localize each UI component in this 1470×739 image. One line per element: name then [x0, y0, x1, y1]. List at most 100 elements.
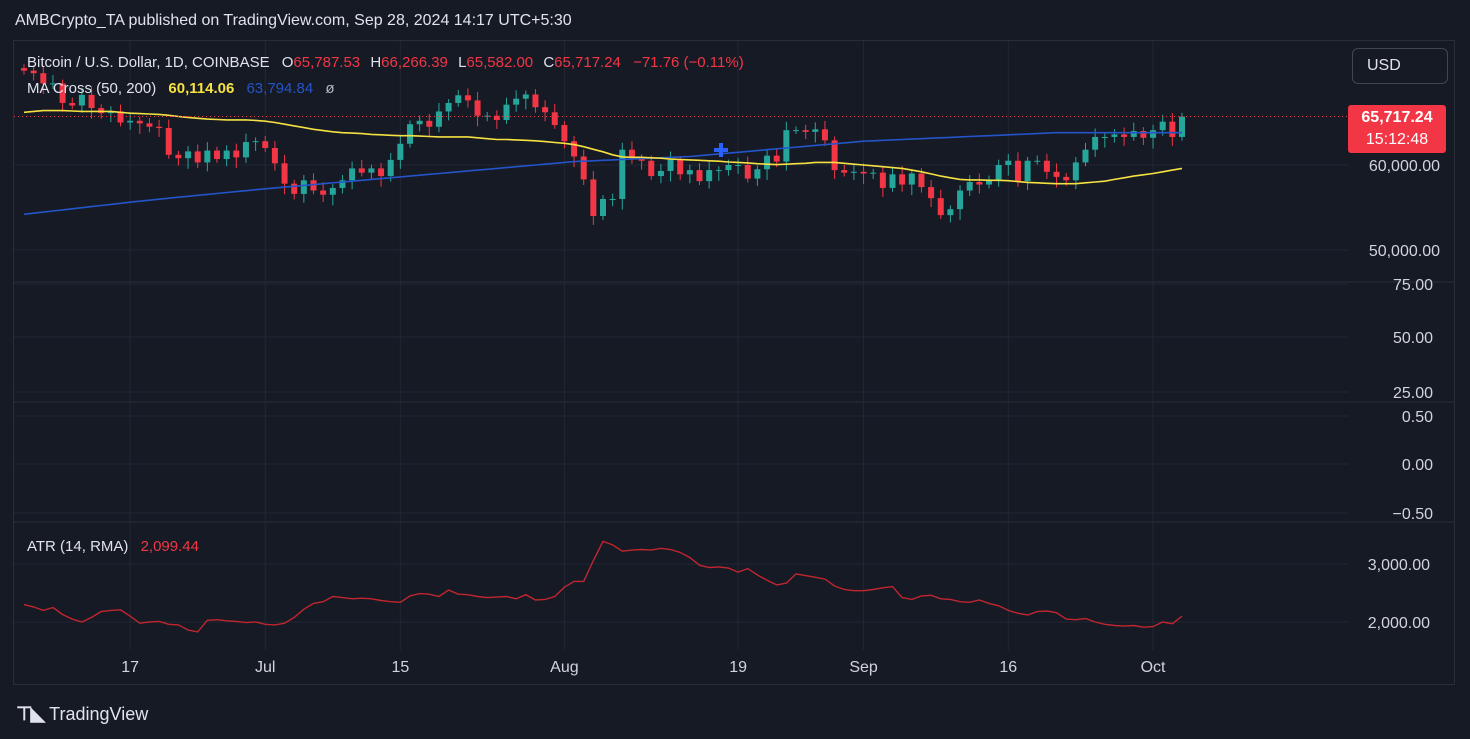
candle-body — [262, 141, 269, 148]
candle-body — [908, 173, 915, 185]
candle-body — [1130, 131, 1137, 137]
candle-body — [1053, 171, 1060, 177]
x-tick-label: 16 — [999, 659, 1017, 676]
candle-body — [358, 168, 365, 173]
price-legend: Bitcoin / U.S. Dollar, 1D, COINBASE O65,… — [27, 54, 746, 71]
atr-line — [23, 540, 1183, 633]
candle-body — [117, 111, 124, 123]
osc-axis-label: 0.50 — [1402, 409, 1433, 426]
candle-body — [349, 168, 356, 181]
ma-legend: MA Cross (50, 200) 60,114.06 63,794.84 ø — [27, 80, 337, 97]
candle-body — [928, 187, 935, 199]
candle-body — [986, 179, 992, 185]
candle-body — [773, 155, 780, 162]
chart-frame — [13, 40, 1455, 685]
candle-body — [49, 83, 56, 85]
low-value: 65,582.00 — [466, 54, 534, 71]
candle-body — [976, 182, 983, 185]
candle-body — [30, 70, 37, 74]
candle-body — [416, 120, 423, 125]
candle-body — [214, 150, 220, 160]
candle-body — [522, 94, 529, 99]
x-tick-label: Jul — [255, 659, 275, 676]
candle-body — [1005, 160, 1012, 165]
candle-body — [715, 170, 722, 172]
ma50-line — [23, 109, 1183, 185]
candle-body — [879, 172, 886, 188]
candle-body — [947, 209, 954, 216]
candle-body — [590, 179, 597, 216]
candle-body — [368, 168, 375, 173]
candle-body — [1179, 116, 1185, 137]
candle-body — [223, 150, 230, 160]
close-value: 65,717.24 — [554, 54, 621, 71]
candle-body — [609, 199, 616, 200]
candle-body — [127, 120, 134, 123]
high-label: H — [370, 54, 382, 71]
candle-body — [1140, 131, 1147, 138]
last-price-value: 65,717.24 — [1361, 109, 1433, 126]
atr-legend: ATR (14, RMA) 2,099.44 — [27, 538, 201, 555]
candle-body — [464, 95, 471, 101]
candle-body — [1082, 149, 1089, 163]
candle-body — [899, 174, 906, 185]
candle-body — [744, 165, 751, 179]
candle-body — [1101, 136, 1108, 138]
rsi-axis-label: 25.00 — [1393, 385, 1433, 402]
currency-button[interactable]: USD — [1352, 48, 1448, 84]
candle-body — [1121, 134, 1128, 137]
tradingview-logo[interactable]: ⊤◣ TradingView — [16, 703, 148, 726]
candle-body — [686, 170, 693, 175]
candle-body — [493, 115, 500, 120]
ma200-line — [23, 131, 1182, 216]
candle-body — [638, 158, 645, 161]
candle-body — [821, 129, 828, 141]
candle-body — [1034, 160, 1041, 162]
x-tick-label: Aug — [550, 659, 578, 676]
candle-body — [21, 68, 27, 71]
candle-body — [706, 170, 713, 182]
candle-body — [754, 169, 761, 179]
candle-body — [600, 199, 606, 216]
candle-body — [918, 173, 925, 188]
ma-label: MA Cross (50, 200) — [27, 80, 157, 97]
candle-body — [966, 182, 973, 191]
candle-body — [571, 141, 578, 157]
candle-body — [532, 94, 539, 108]
candle-body — [59, 83, 66, 103]
x-tick-label: Oct — [1141, 659, 1166, 676]
candle-body — [339, 180, 346, 188]
candle-body — [937, 198, 944, 216]
candle-body — [841, 170, 848, 173]
candle-body — [1072, 162, 1079, 181]
candle-body — [329, 187, 336, 195]
ma-cross-marker-icon — [714, 143, 728, 157]
change-value: −71.76 (−0.11%) — [633, 54, 744, 71]
candle-body — [1092, 136, 1099, 150]
candle-body — [503, 104, 510, 120]
candle-body — [204, 150, 211, 163]
ma-settings-icon[interactable]: ø — [325, 80, 335, 97]
candle-body — [648, 160, 655, 177]
candle-body — [1043, 160, 1050, 172]
ma200-value: 63,794.84 — [246, 80, 314, 97]
high-value: 66,266.39 — [381, 54, 448, 71]
candle-body — [667, 159, 674, 171]
x-tick-label: 17 — [121, 659, 139, 676]
candle-body — [619, 149, 626, 199]
osc-axis-label: 0.00 — [1402, 457, 1433, 474]
atr-label: ATR (14, RMA) — [27, 538, 129, 555]
candle-body — [435, 111, 442, 127]
candle-body — [580, 156, 587, 180]
published-caption: AMBCrypto_TA published on TradingView.co… — [15, 12, 572, 29]
price-axis-label: 50,000.00 — [1369, 243, 1440, 260]
candle-body — [1063, 176, 1070, 181]
candles-group — [21, 64, 1185, 225]
candle-body — [78, 94, 85, 106]
x-tick-label: 15 — [391, 659, 409, 676]
candle-body — [995, 165, 1002, 180]
rsi-axis-label: 75.00 — [1393, 277, 1433, 294]
candle-body — [889, 174, 896, 188]
candle-body — [156, 126, 163, 129]
